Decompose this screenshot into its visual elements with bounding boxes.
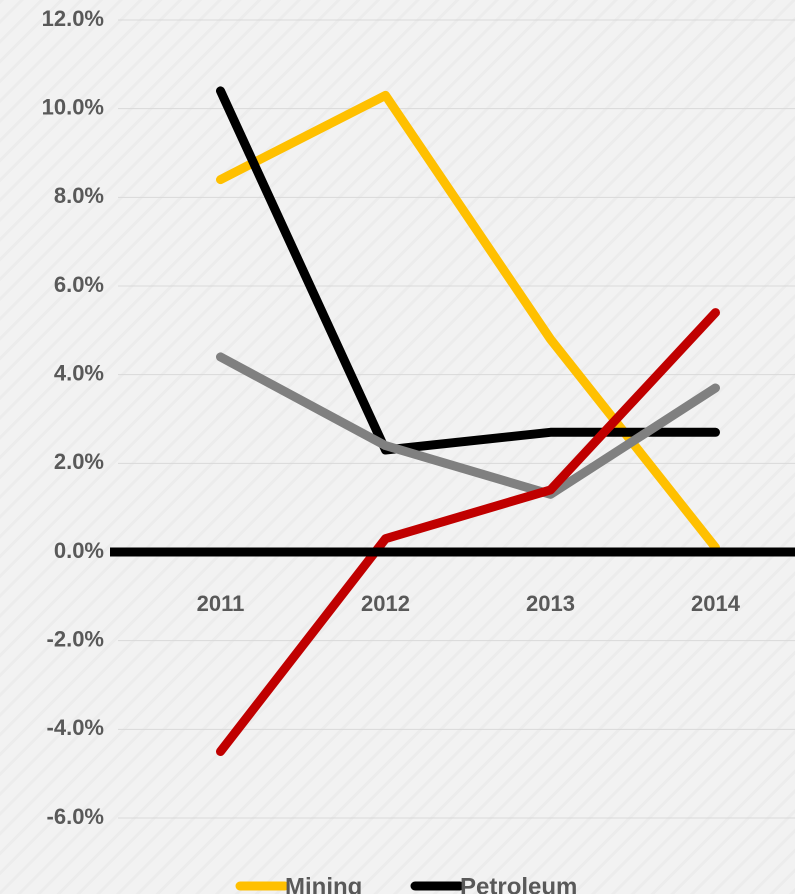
series-line bbox=[216, 352, 720, 499]
y-tick-label: 8.0% bbox=[54, 183, 104, 208]
y-tick-label: 0.0% bbox=[54, 538, 104, 563]
legend-label: Mining bbox=[285, 873, 362, 894]
series-line bbox=[216, 86, 720, 455]
legend-label: Petroleum bbox=[460, 873, 577, 894]
y-tick-label: -2.0% bbox=[47, 626, 104, 651]
y-tick-label: 12.0% bbox=[42, 6, 104, 31]
x-tick-label: 2013 bbox=[526, 591, 575, 616]
y-tick-label: 6.0% bbox=[54, 272, 104, 297]
y-tick-label: 2.0% bbox=[54, 449, 104, 474]
y-tick-label: -6.0% bbox=[47, 804, 104, 829]
x-tick-label: 2011 bbox=[197, 591, 245, 616]
y-tick-label: 4.0% bbox=[54, 360, 104, 385]
x-tick-label: 2014 bbox=[691, 591, 741, 616]
y-tick-label: 10.0% bbox=[42, 94, 104, 119]
x-tick-label: 2012 bbox=[361, 591, 410, 616]
y-tick-label: -4.0% bbox=[47, 715, 104, 740]
series-line bbox=[216, 308, 720, 756]
